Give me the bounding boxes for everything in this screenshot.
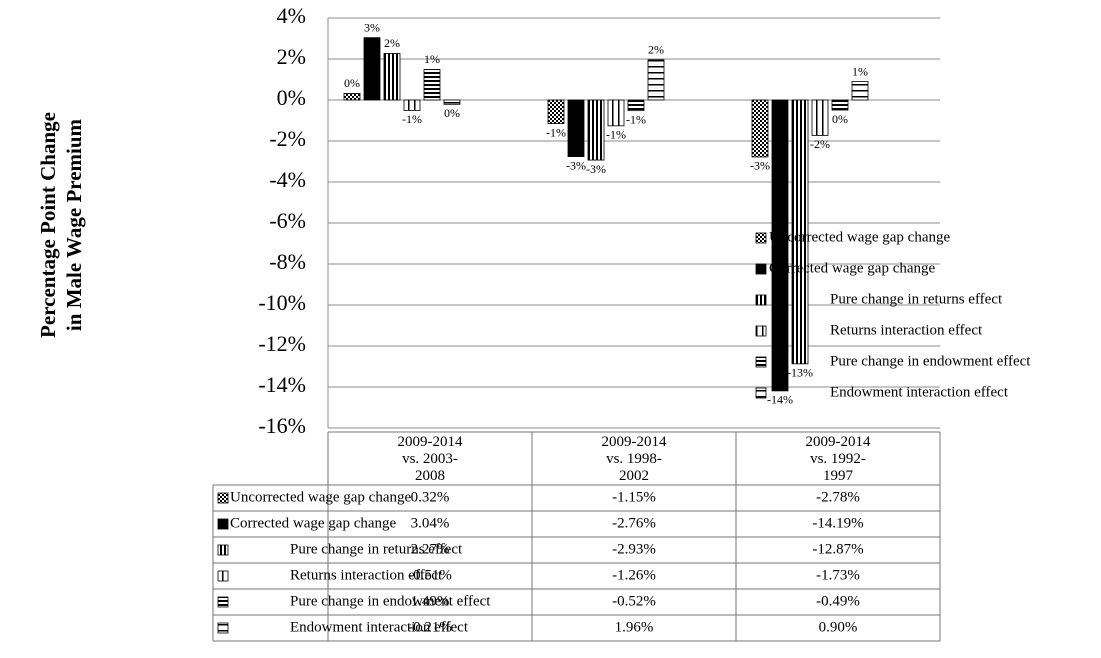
- table-value: -1.26%: [612, 567, 656, 583]
- category-label: 2009-2014 vs. 1998-2002: [601, 434, 667, 484]
- bar: [831, 99, 849, 111]
- data-label: -1%: [546, 125, 566, 139]
- table-swatch: [217, 570, 229, 582]
- bar: [647, 59, 665, 101]
- y-axis-label: in Male Wage Premium: [62, 118, 86, 331]
- data-label: -14%: [767, 393, 793, 407]
- data-label: -1%: [626, 112, 646, 126]
- data-label: -1%: [402, 112, 422, 126]
- table-row-label: Returns interaction effect: [290, 567, 443, 583]
- y-tick-label: -2%: [269, 126, 306, 151]
- y-tick-label: -4%: [269, 167, 306, 192]
- table-row-label: Pure change in returns effect: [290, 541, 463, 557]
- bar: [547, 99, 565, 124]
- table-row-label: Endowment interaction effect: [290, 619, 469, 635]
- data-label: 2%: [648, 43, 664, 57]
- bar: [443, 99, 461, 105]
- legend-swatch: [755, 387, 767, 399]
- bar: [403, 99, 421, 111]
- table-value: 0.90%: [819, 619, 858, 635]
- bar: [771, 99, 789, 392]
- y-tick-label: 0%: [277, 85, 306, 110]
- table-value: -1.15%: [612, 489, 656, 505]
- table-value: -2.78%: [816, 489, 860, 505]
- legend-swatch: [755, 294, 767, 306]
- y-tick-label: -12%: [258, 331, 306, 356]
- table-value: -0.49%: [816, 593, 860, 609]
- table-value: -2.76%: [612, 515, 656, 531]
- legend-label: Corrected wage gap change: [769, 260, 936, 276]
- category-label: 2009-2014 vs. 1992-1997: [805, 434, 871, 484]
- bar: [811, 99, 829, 136]
- data-label: 0%: [444, 106, 460, 120]
- table-header-cell: 2009-2014 vs. 1992-1997: [805, 434, 871, 484]
- table-row-label: Corrected wage gap change: [230, 515, 397, 531]
- y-tick-label: -6%: [269, 208, 306, 233]
- category-label: 2009-2014 vs. 2003-2008: [397, 434, 463, 484]
- table-row-label: Uncorrected wage gap change: [230, 489, 411, 505]
- bar: [363, 37, 381, 101]
- legend-swatch: [755, 232, 767, 244]
- data-label: 1%: [852, 64, 868, 78]
- data-label: 2%: [384, 36, 400, 50]
- table-value: -0.51%: [408, 567, 452, 583]
- legend-label: Uncorrected wage gap change: [769, 229, 950, 245]
- table-swatch: [217, 518, 229, 530]
- data-label: 0%: [832, 112, 848, 126]
- table-swatch: [217, 492, 229, 504]
- table-value: -14.19%: [812, 515, 863, 531]
- data-label: -13%: [787, 366, 813, 380]
- table-header-cell: 2009-2014 vs. 1998-2002: [601, 434, 667, 484]
- data-label: -3%: [750, 159, 770, 173]
- legend-label: Pure change in endowment effect: [830, 353, 1031, 369]
- legend-label: Endowment interaction effect: [830, 384, 1009, 400]
- y-tick-label: 4%: [277, 3, 306, 28]
- data-label: -1%: [606, 128, 626, 142]
- bar: [791, 99, 809, 365]
- bar: [627, 99, 645, 112]
- table-value: -0.21%: [408, 619, 452, 635]
- y-tick-label: -8%: [269, 249, 306, 274]
- data-label: 1%: [424, 52, 440, 66]
- table-value: 1.96%: [615, 619, 654, 635]
- y-tick-label: -16%: [258, 413, 306, 438]
- data-label: 3%: [364, 20, 380, 34]
- y-axis-label: Percentage Point Change: [36, 112, 60, 338]
- bar: [751, 99, 769, 158]
- table-row-label: Pure change in endowment effect: [290, 593, 491, 609]
- legend-swatch: [755, 325, 767, 337]
- y-tick-label: -10%: [258, 290, 306, 315]
- table-value: 1.49%: [411, 593, 450, 609]
- legend-label: Returns interaction effect: [830, 322, 983, 338]
- data-label: -3%: [586, 162, 606, 176]
- data-label: -3%: [566, 158, 586, 172]
- table-value: -1.73%: [816, 567, 860, 583]
- table-swatch: [217, 596, 229, 608]
- table-swatch: [217, 544, 229, 556]
- bar: [383, 53, 401, 101]
- y-tick-label: -14%: [258, 372, 306, 397]
- table-value: -12.87%: [812, 541, 863, 557]
- bar: [607, 99, 625, 127]
- data-label: 0%: [344, 76, 360, 90]
- table-value: -2.93%: [612, 541, 656, 557]
- data-label: -2%: [810, 137, 830, 151]
- table-value: 2.27%: [411, 541, 450, 557]
- table-value: 0.32%: [411, 489, 450, 505]
- table-value: 3.04%: [411, 515, 450, 531]
- bar: [851, 81, 869, 101]
- table-header-cell: 2009-2014 vs. 2003-2008: [397, 434, 463, 484]
- bar: [567, 99, 585, 157]
- y-tick-label: 2%: [277, 44, 306, 69]
- legend-swatch: [755, 263, 767, 275]
- bar: [343, 93, 361, 101]
- table-value: -0.52%: [612, 593, 656, 609]
- legend-label: Pure change in returns effect: [830, 291, 1003, 307]
- bar: [587, 99, 605, 161]
- table-swatch: [217, 622, 229, 634]
- bar: [423, 69, 441, 101]
- legend-swatch: [755, 356, 767, 368]
